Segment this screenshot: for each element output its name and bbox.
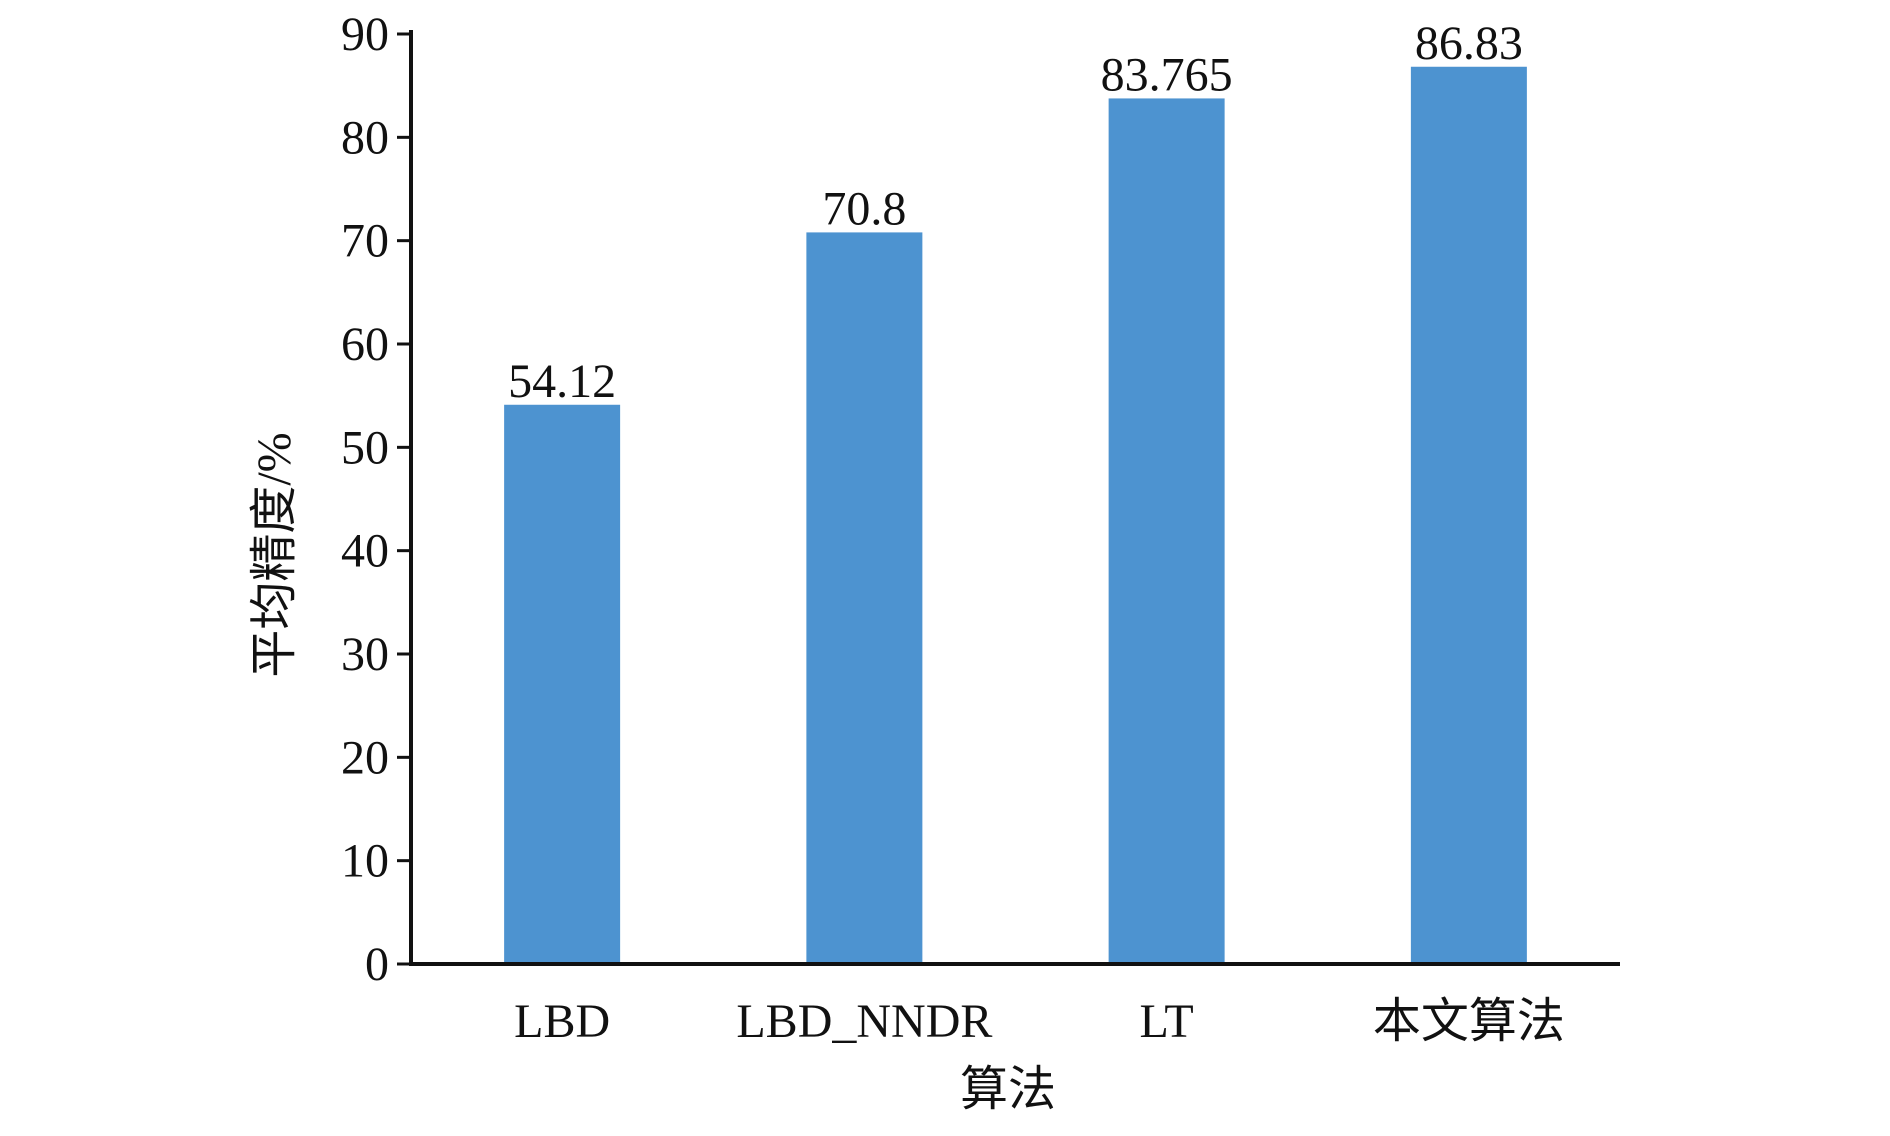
- bars-group: [504, 66, 1527, 965]
- y-tick-label-1: 10: [341, 835, 389, 888]
- y-tick-label-5: 50: [341, 421, 389, 474]
- data-label-2: 83.765: [1101, 48, 1233, 101]
- category-label-0: LBD: [514, 995, 610, 1048]
- bar-0: [504, 404, 621, 964]
- y-tick-label-3: 30: [341, 628, 389, 681]
- category-label-1: LBD_NNDR: [736, 995, 992, 1048]
- bar-1: [806, 232, 923, 964]
- axes-group: [409, 30, 1620, 966]
- data-label-1: 70.8: [822, 182, 906, 235]
- category-label-3: 本文算法: [1373, 995, 1565, 1048]
- y-tick-label-9: 90: [341, 8, 389, 61]
- x-axis-title: 算法: [960, 1063, 1056, 1116]
- category-label-2: LT: [1140, 995, 1194, 1048]
- data-label-0: 54.12: [508, 355, 616, 408]
- y-tick-label-7: 70: [341, 215, 389, 268]
- bar-3: [1410, 66, 1527, 965]
- y-tick-label-8: 80: [341, 111, 389, 164]
- y-tick-label-2: 20: [341, 731, 389, 784]
- y-tick-label-0: 0: [365, 938, 389, 991]
- y-tick-label-6: 60: [341, 318, 389, 371]
- data-label-3: 86.83: [1415, 17, 1523, 70]
- y-tick-label-4: 40: [341, 525, 389, 578]
- x-labels-group: LBD LBD_NNDR LT 本文算法: [514, 995, 1565, 1048]
- y-ticks-group: 0 10 20 30 40 50 60 70 80 90: [341, 8, 411, 991]
- bar-2: [1108, 98, 1225, 964]
- y-axis-title: 平均精度/%: [248, 432, 301, 677]
- data-labels-group: 54.12 70.8 83.765 86.83: [508, 17, 1523, 408]
